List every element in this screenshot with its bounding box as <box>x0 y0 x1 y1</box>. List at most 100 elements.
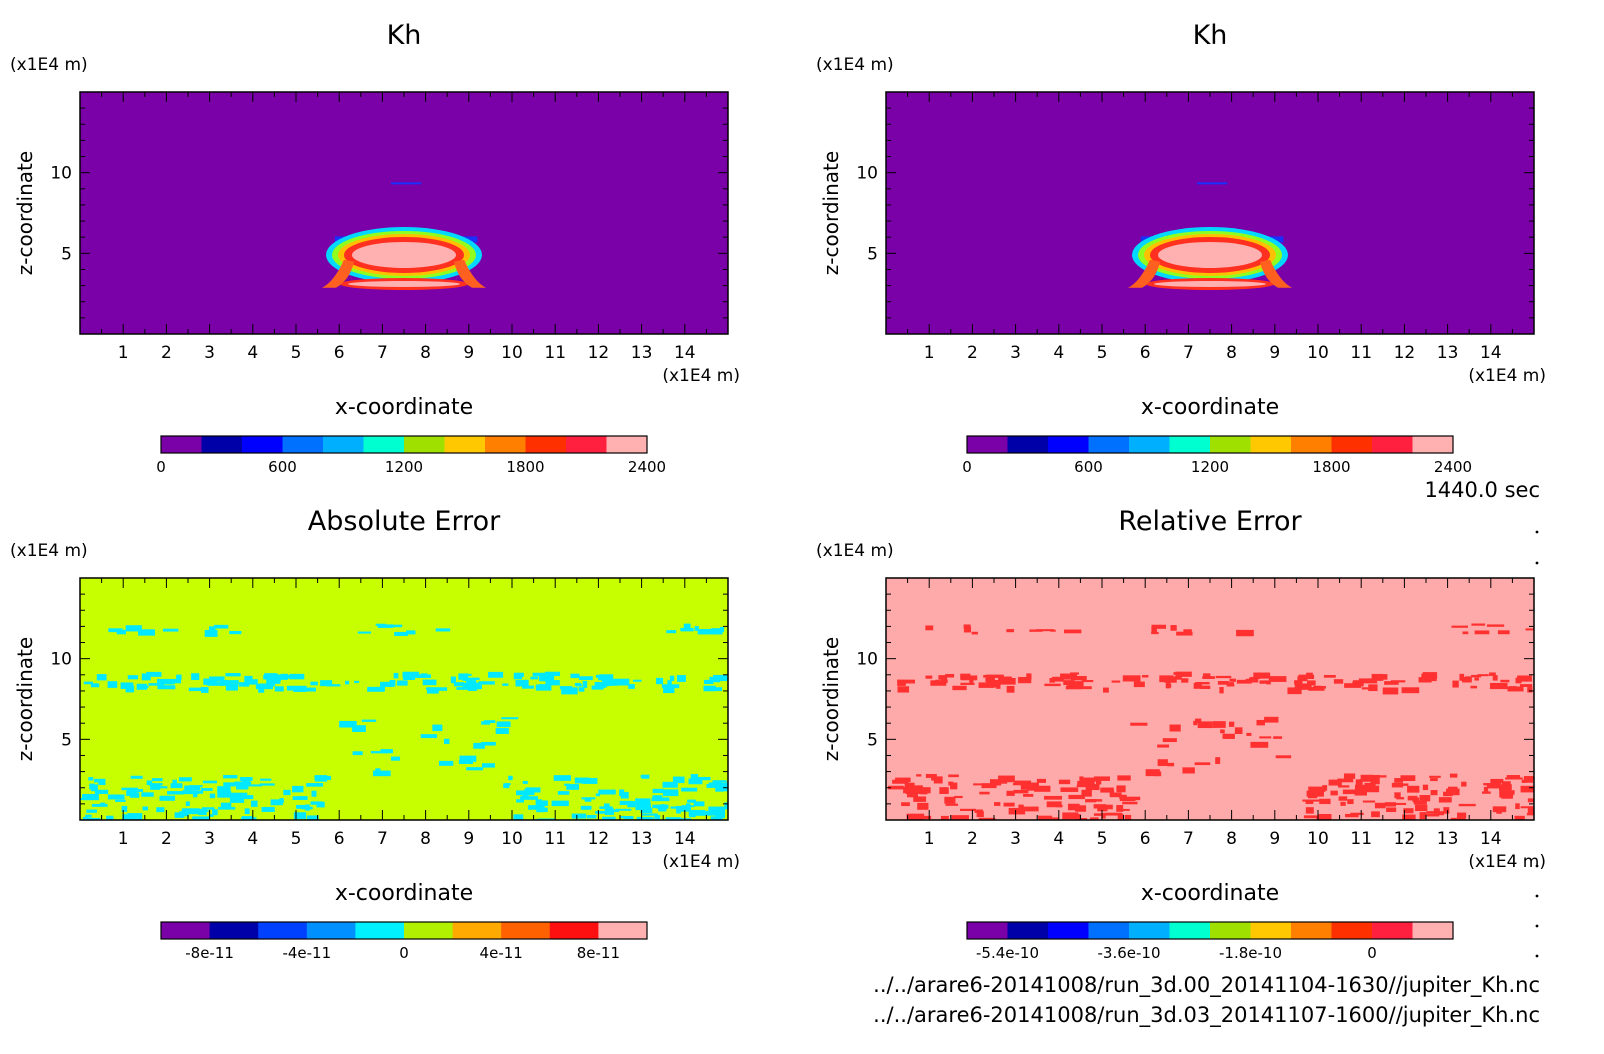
error-patch <box>1021 806 1039 812</box>
colorbar-swatch <box>967 922 1008 939</box>
x-tick-label: 11 <box>1350 343 1372 363</box>
error-patch <box>712 687 723 692</box>
error-patch <box>680 627 694 632</box>
error-patch <box>388 624 403 628</box>
error-patch <box>94 789 109 795</box>
y-unit-label: (x1E4 m) <box>816 55 894 75</box>
chart-title: Relative Error <box>1118 506 1302 537</box>
error-patch <box>357 631 372 634</box>
error-patch <box>375 623 386 626</box>
error-patch <box>1338 785 1350 788</box>
error-patch <box>660 804 665 807</box>
x-tick-label: 7 <box>377 829 388 849</box>
error-patch <box>1162 738 1177 743</box>
error-patch <box>375 768 381 772</box>
error-patch <box>435 628 451 632</box>
error-patch <box>675 805 691 812</box>
y-unit-label: (x1E4 m) <box>816 541 894 561</box>
error-patch <box>1517 675 1532 682</box>
colorbar-tick-label: 0 <box>156 458 166 476</box>
error-patch <box>242 795 254 800</box>
error-patch <box>1381 674 1388 680</box>
error-patch <box>1229 682 1235 685</box>
error-patch <box>641 813 658 816</box>
colorbar-swatch <box>1129 922 1170 939</box>
error-patch <box>960 682 975 685</box>
colorbar-swatch <box>1210 922 1251 939</box>
error-patch <box>1008 807 1026 815</box>
x-tick-label: 9 <box>463 343 474 363</box>
error-patch <box>1081 680 1094 683</box>
error-patch <box>612 678 630 686</box>
error-patch <box>176 674 182 680</box>
error-patch <box>708 782 722 785</box>
error-patch <box>438 760 454 766</box>
error-patch <box>681 787 698 792</box>
colorbar-swatch <box>525 436 567 453</box>
error-patch <box>603 803 610 807</box>
y-tick-label: 5 <box>867 730 878 750</box>
error-patch <box>86 809 98 813</box>
error-patch <box>1323 674 1336 678</box>
error-patch <box>127 675 139 680</box>
error-patch <box>1360 774 1373 782</box>
error-patch <box>208 626 216 633</box>
error-patch <box>148 683 165 686</box>
error-patch <box>1402 814 1416 820</box>
error-patch <box>456 687 474 690</box>
error-patch <box>690 774 699 781</box>
error-patch <box>1294 680 1303 685</box>
colorbar-frame <box>966 435 1454 454</box>
error-patch <box>391 756 401 761</box>
error-patch <box>1345 813 1359 818</box>
error-patch <box>1343 773 1356 779</box>
chart-title: Kh <box>387 20 422 51</box>
error-patch <box>223 782 236 787</box>
error-patch <box>566 784 580 790</box>
error-patch <box>677 818 692 820</box>
error-patch <box>1058 779 1071 785</box>
error-patch <box>931 776 943 781</box>
colorbar-swatch <box>323 436 364 453</box>
error-patch <box>1256 719 1265 726</box>
error-patch <box>708 806 726 813</box>
error-patch <box>1520 806 1534 809</box>
x-tick-label: 2 <box>967 829 978 849</box>
error-patch <box>888 785 904 790</box>
error-patch <box>635 798 651 805</box>
error-patch <box>1384 802 1396 807</box>
error-patch <box>628 684 635 689</box>
error-patch <box>502 683 509 686</box>
error-patch <box>594 681 608 687</box>
error-patch <box>1446 788 1460 796</box>
error-patch <box>600 674 614 681</box>
error-patch <box>373 770 391 777</box>
error-patch <box>481 763 495 768</box>
error-patch <box>688 778 703 785</box>
error-patch <box>619 800 632 806</box>
error-patch <box>88 777 94 781</box>
x-unit-label: (x1E4 m) <box>662 852 740 872</box>
error-patch <box>1505 777 1523 780</box>
error-patch <box>1344 683 1362 688</box>
error-patch <box>520 791 535 796</box>
error-patch <box>712 780 727 783</box>
error-patch <box>632 679 642 682</box>
error-patch <box>142 685 149 689</box>
contour-peak <box>1158 241 1262 268</box>
plot-background <box>886 92 1534 334</box>
error-patch <box>652 788 664 794</box>
error-patch <box>551 800 569 807</box>
error-patch <box>1088 799 1103 802</box>
colorbar-tick-label: -1.8e-10 <box>1219 944 1282 962</box>
field-contours <box>322 182 486 290</box>
error-patch <box>1433 808 1440 815</box>
error-patch <box>1197 721 1213 729</box>
contour-top-wisp <box>1197 182 1228 185</box>
colorbar-swatch <box>1250 436 1292 453</box>
error-patch <box>1275 755 1292 759</box>
error-patch <box>930 680 947 686</box>
error-patch <box>705 810 723 816</box>
error-patch <box>669 675 675 681</box>
error-patch <box>240 777 253 782</box>
